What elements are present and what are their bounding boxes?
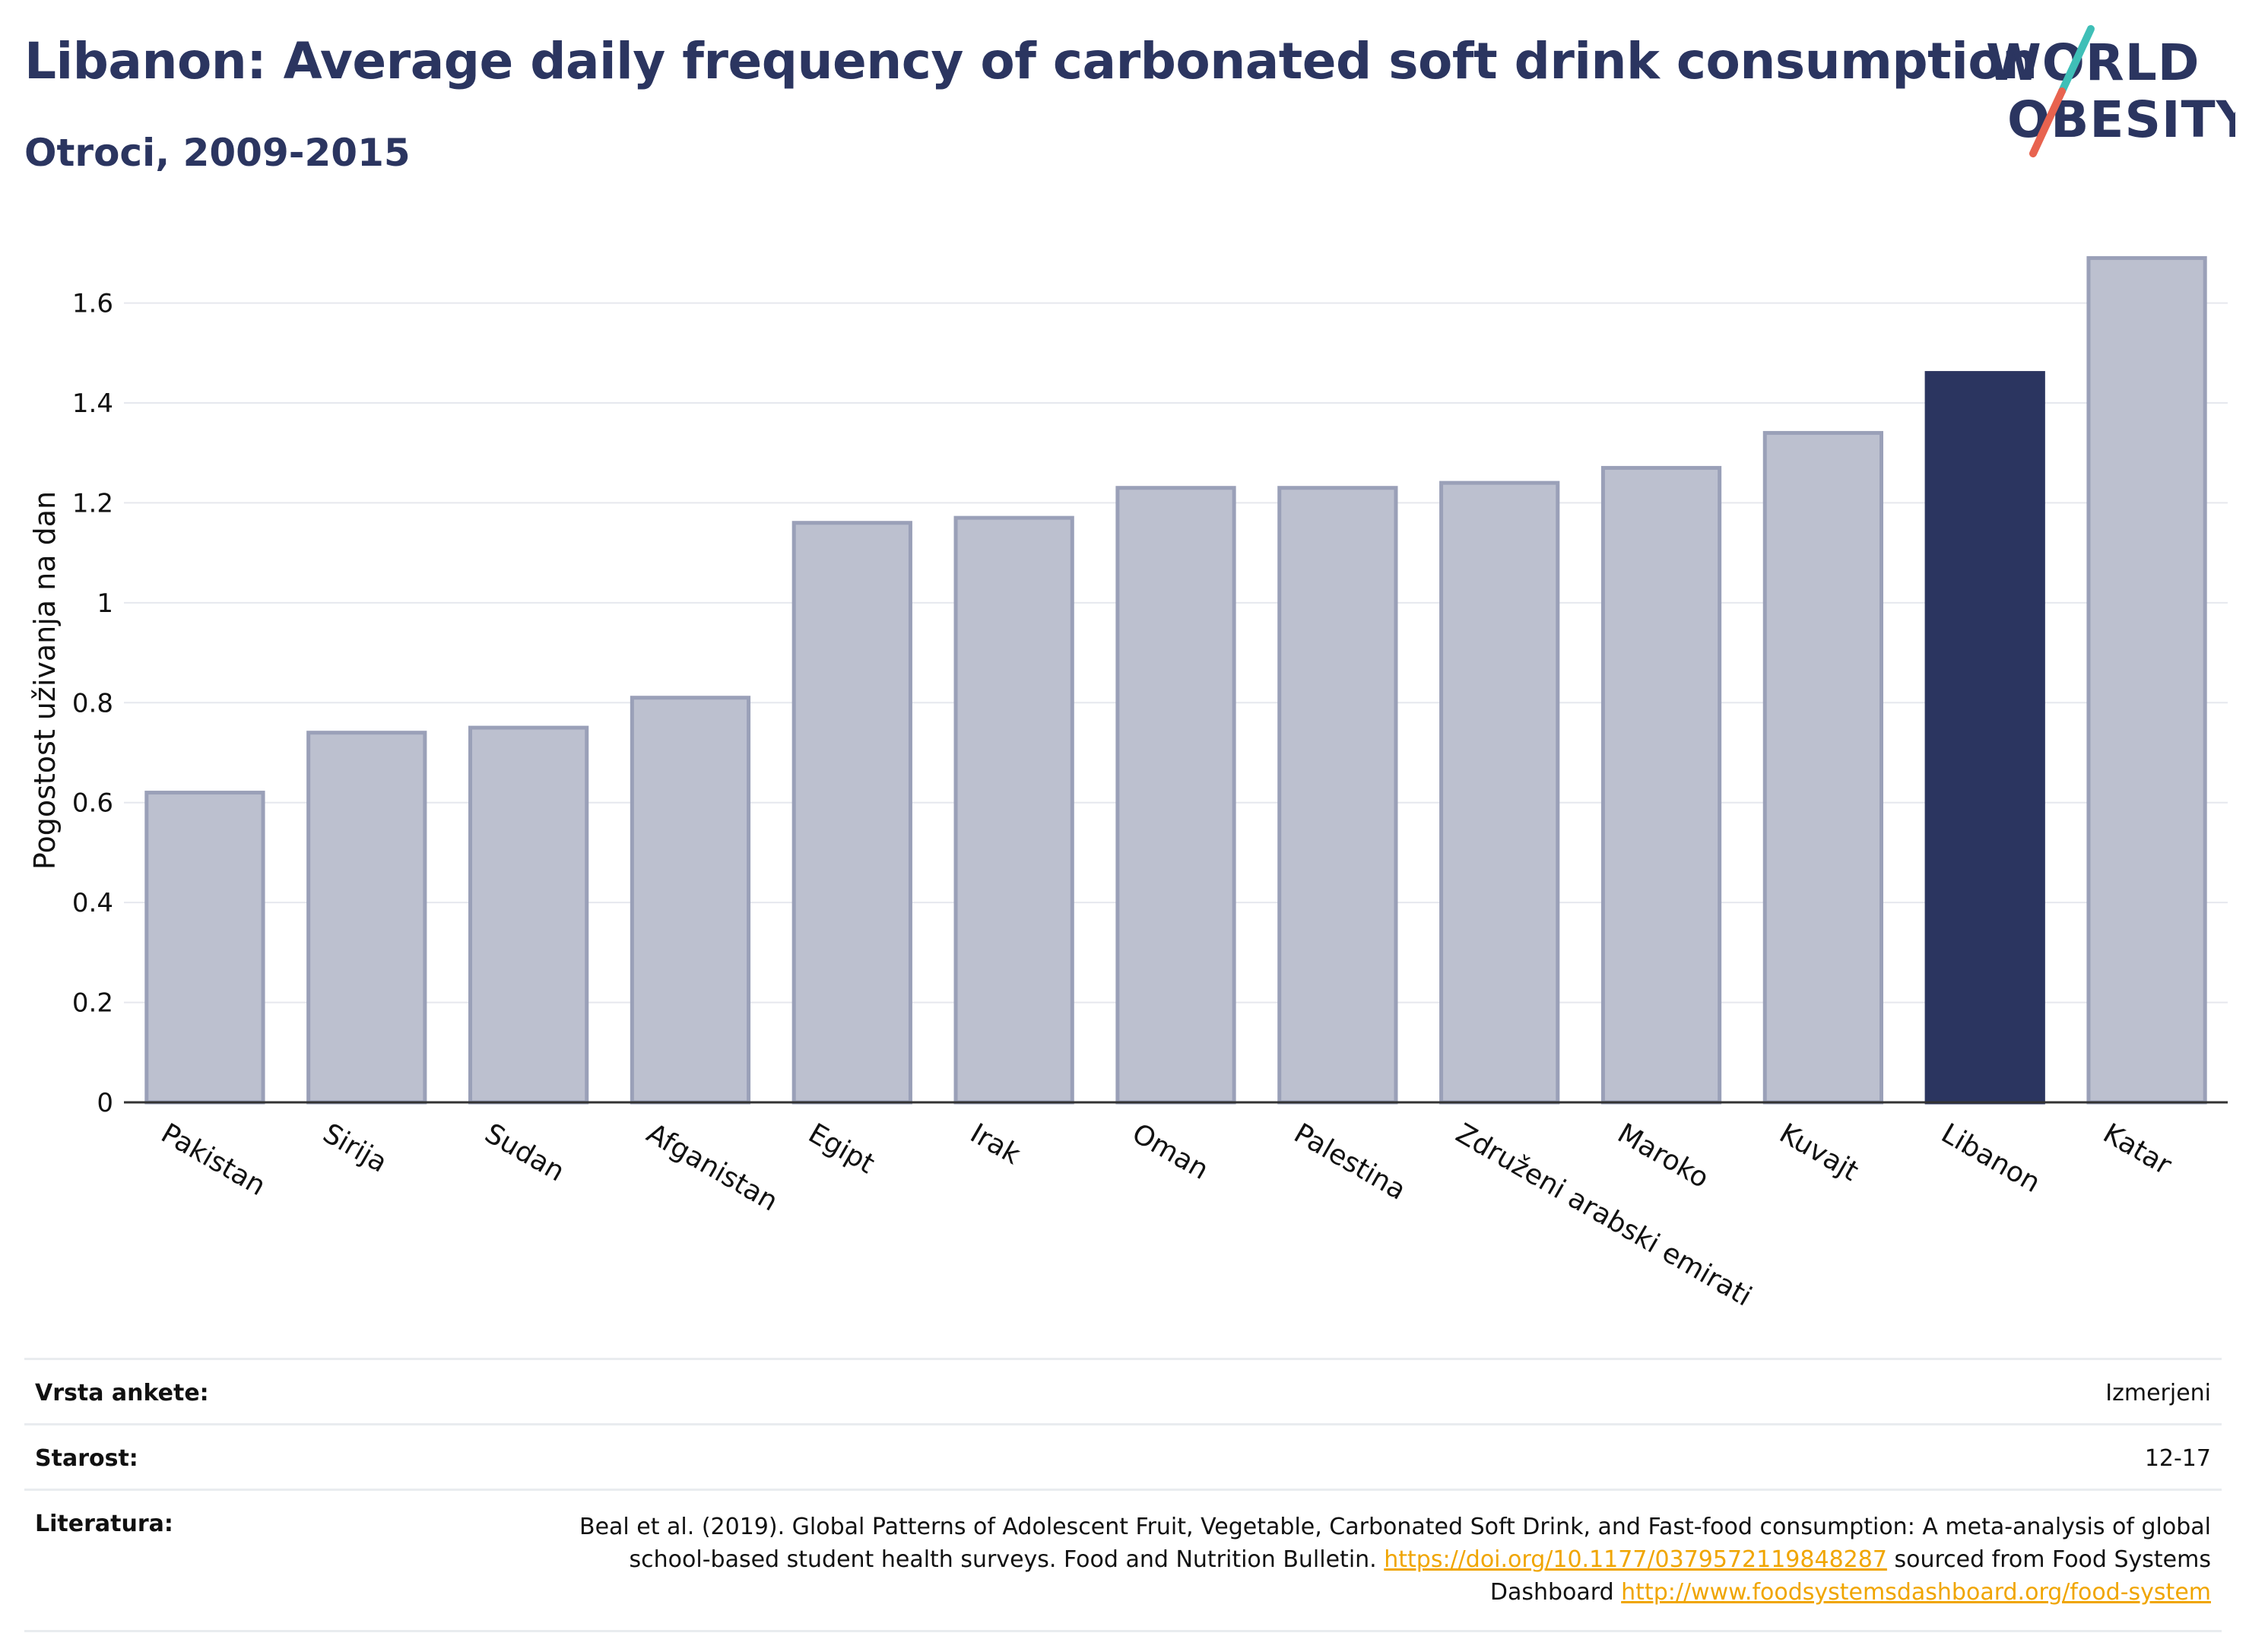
metadata-footer: Vrsta ankete: Izmerjeni Starost: 12-17 L…: [24, 1358, 2222, 1632]
reference-label: Literatura:: [35, 1511, 173, 1537]
logo-text-world: WORLD: [1986, 33, 2200, 92]
age-row: Starost: 12-17: [24, 1423, 2222, 1489]
bar-libanon: [1924, 371, 2045, 1105]
x-tick-label: Sirija: [318, 1118, 392, 1178]
age-value: 12-17: [2144, 1445, 2211, 1472]
x-tick-label: Palestina: [1289, 1118, 1411, 1206]
y-tick-label: 0: [97, 1088, 113, 1118]
reference-citation: Beal et al. (2019). Global Patterns of A…: [579, 1514, 2211, 1573]
y-tick-label: 0.4: [72, 888, 113, 918]
bar-oman: [1115, 486, 1236, 1105]
page-title: Libanon: Average daily frequency of carb…: [24, 32, 2038, 90]
bar-maroko: [1600, 465, 1722, 1105]
bar-pakistan: [144, 791, 265, 1105]
bar-kuvajt: [1762, 430, 1884, 1105]
reference-source: sourced from Food Systems Dashboard: [1489, 1546, 2211, 1606]
x-tick-label: Irak: [965, 1118, 1026, 1171]
y-tick-label: 1.2: [72, 488, 113, 518]
y-tick-label: 1.4: [72, 388, 113, 419]
reference-text: Beal et al. (2019). Global Patterns of A…: [500, 1511, 2211, 1609]
bar-sirija: [306, 731, 427, 1105]
survey-type-value: Izmerjeni: [2105, 1380, 2211, 1406]
y-tick-label: 0.8: [72, 688, 113, 718]
bar-afganistan: [630, 696, 751, 1105]
dashboard-link[interactable]: http://www.foodsystemsdashboard.org/food…: [1621, 1579, 2211, 1606]
x-tick-label: Katar: [2098, 1118, 2177, 1181]
x-tick-label: Oman: [1127, 1118, 1213, 1186]
y-tick-label: 0.2: [72, 988, 113, 1019]
reference-row: Literatura: Beal et al. (2019). Global P…: [24, 1489, 2222, 1632]
age-label: Starost:: [35, 1445, 138, 1472]
x-tick-label: Maroko: [1613, 1118, 1715, 1194]
x-tick-label: Združeni arabski emirati: [1451, 1118, 1757, 1312]
y-tick-labels: 0 0.2 0.4 0.6 0.8 1 1.2 1.4 1.6: [72, 289, 113, 1118]
logo-slash-teal: [2058, 25, 2095, 95]
x-tick-label: Egipt: [803, 1118, 880, 1180]
y-axis-label: Pogostost uživanja na dan: [28, 491, 62, 870]
bar-palestina: [1277, 486, 1398, 1105]
bar-katar: [2086, 255, 2207, 1105]
y-tick-label: 1: [97, 588, 113, 619]
bar-sudan: [468, 725, 589, 1105]
world-obesity-logo: WORLD OBESITY: [1986, 25, 2235, 157]
bars: [144, 255, 2207, 1105]
x-tick-label: Afganistan: [641, 1118, 782, 1217]
x-tick-label: Pakistan: [156, 1118, 271, 1202]
x-tick-labels: Pakistan Sirija Sudan Afganistan Egipt Irak Om…: [156, 1118, 2177, 1312]
survey-type-row: Vrsta ankete: Izmerjeni: [24, 1358, 2222, 1423]
bar-chart: 0 0.2 0.4 0.6 0.8 1 1.2 1.4 1.6 Pakistan Sirija Su…: [28, 255, 2228, 1313]
logo-slash-red: [2029, 87, 2066, 157]
doi-link[interactable]: https://doi.org/10.1177/0379572119848287: [1384, 1546, 1887, 1573]
page-subtitle: Otroci, 2009-2015: [24, 131, 411, 175]
x-tick-label: Kuvajt: [1774, 1118, 1864, 1187]
bar-združeni-arabski-emirati: [1439, 480, 1560, 1105]
y-tick-label: 1.6: [72, 289, 113, 319]
x-tick-label: Libanon: [1936, 1118, 2045, 1199]
y-tick-label: 0.6: [72, 788, 113, 819]
x-tick-label: Sudan: [480, 1118, 570, 1187]
bar-egipt: [791, 521, 912, 1105]
survey-type-label: Vrsta ankete:: [35, 1380, 209, 1406]
bar-irak: [953, 515, 1074, 1105]
